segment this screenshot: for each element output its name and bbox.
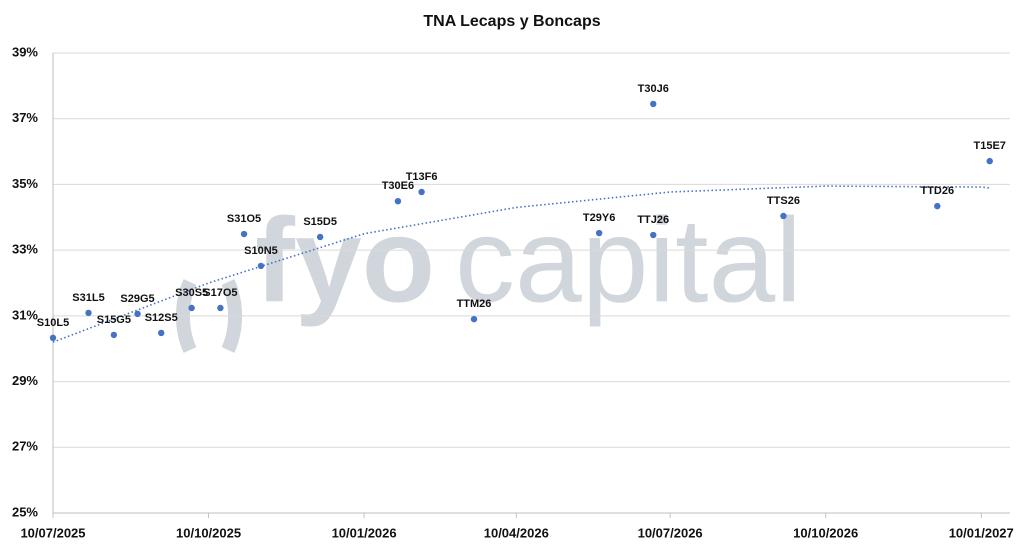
y-tick-label: 37% xyxy=(12,110,38,125)
point xyxy=(257,262,265,270)
point-label: S30S5 xyxy=(175,287,208,299)
point xyxy=(158,329,165,337)
x-tick-label: 10/07/2025 xyxy=(20,525,85,540)
point-label: TTJ26 xyxy=(637,214,669,226)
point xyxy=(650,100,657,108)
point xyxy=(316,233,324,241)
x-tick-label: 10/10/2025 xyxy=(176,525,241,540)
x-tick-label: 10/01/2026 xyxy=(332,525,397,540)
point xyxy=(934,202,941,210)
point xyxy=(394,197,402,205)
y-tick-label: 25% xyxy=(12,504,38,519)
point-label: S31L5 xyxy=(72,292,104,304)
y-tick-label: 33% xyxy=(12,242,38,257)
point-label: TTS26 xyxy=(767,195,800,207)
point xyxy=(986,157,993,165)
point-label: S29G5 xyxy=(120,293,154,305)
point-label: S15G5 xyxy=(97,314,131,326)
point xyxy=(110,331,118,339)
point-label: T30J6 xyxy=(638,83,669,95)
point xyxy=(595,229,603,237)
point-label: T13F6 xyxy=(406,171,438,183)
point-label: TTM26 xyxy=(457,298,492,310)
point xyxy=(217,304,224,312)
point xyxy=(134,310,141,318)
x-tick-label: 10/01/2027 xyxy=(949,525,1014,540)
watermark-bold: fyo xyxy=(255,194,435,328)
point-label: S12S5 xyxy=(145,312,178,324)
point xyxy=(418,188,425,196)
point-label: S10N5 xyxy=(244,245,278,257)
point xyxy=(240,230,248,238)
x-tick-label: 10/07/2026 xyxy=(638,525,703,540)
point-label: T30E6 xyxy=(382,180,414,192)
point xyxy=(85,309,92,317)
point xyxy=(49,334,57,342)
point-label: T29Y6 xyxy=(583,212,615,224)
y-tick-label: 29% xyxy=(12,373,38,388)
watermark: fyo capital xyxy=(175,194,802,353)
point-label: TTD26 xyxy=(920,185,954,197)
y-tick-label: 27% xyxy=(12,439,38,454)
y-tick-label: 35% xyxy=(12,176,38,191)
point-label: S10L5 xyxy=(37,317,69,329)
x-tick-label: 10/04/2026 xyxy=(484,525,549,540)
point-label: T15E7 xyxy=(973,140,1005,152)
x-tick-label: 10/10/2026 xyxy=(793,525,858,540)
point xyxy=(188,304,195,312)
chart-title: TNA Lecaps y Boncaps xyxy=(423,13,600,30)
y-tick-label: 39% xyxy=(12,44,38,59)
point-label: S31O5 xyxy=(227,213,261,225)
trend-line xyxy=(52,185,990,343)
point xyxy=(780,212,787,220)
y-tick-label: 31% xyxy=(12,307,38,322)
point xyxy=(650,231,657,239)
point-label: S15D5 xyxy=(303,216,337,228)
watermark-light: capital xyxy=(455,194,802,328)
point xyxy=(470,315,478,323)
point-label: S17O5 xyxy=(203,287,237,299)
